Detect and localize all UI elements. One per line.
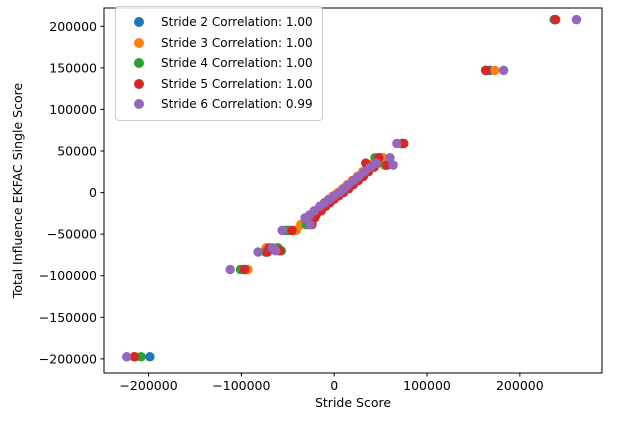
legend-marker-icon: [134, 37, 144, 48]
y-axis-label: Total Influence EKFAC Single Score: [10, 83, 25, 300]
legend-item-label: Stride 4 Correlation: 1.00: [161, 56, 313, 70]
scatter-point: [267, 243, 278, 253]
axis-ticks-layer: −200000 −100000 0 100000 200000 −200000 −15000…: [39, 19, 544, 393]
legend-item: Stride 3 Correlation: 1.00: [124, 33, 313, 54]
scatter-point: [498, 65, 509, 76]
legend-marker-icon: [134, 17, 144, 28]
legend-item: Stride 6 Correlation: 0.99: [124, 94, 313, 115]
y-tick-label: 100000: [49, 102, 97, 117]
legend-item-label: Stride 3 Correlation: 1.00: [161, 35, 313, 50]
legend-item: Stride 2 Correlation: 1.00: [124, 12, 313, 33]
legend: Stride 2 Correlation: 1.00 Stride 3 Corre…: [115, 6, 323, 121]
scatter-point: [253, 247, 263, 257]
scatter-point: [305, 219, 315, 230]
scatter-point: [371, 158, 382, 168]
y-tick-label: 0: [89, 185, 97, 200]
x-tick-label: −200000: [119, 378, 177, 393]
scatter-point: [287, 225, 297, 236]
y-tick-label: 50000: [57, 144, 97, 159]
scatter-points-layer: [121, 14, 582, 362]
x-tick-label: 0: [330, 378, 338, 393]
x-tick-label: −100000: [212, 378, 270, 393]
legend-item: Stride 5 Correlation: 1.00: [124, 74, 313, 95]
scatter-point: [277, 225, 287, 236]
scatter-point: [239, 264, 250, 275]
legend-marker-icon: [134, 99, 144, 110]
y-tick-label: 150000: [49, 60, 97, 75]
x-tick-label: 200000: [496, 378, 544, 393]
y-tick-label: −150000: [39, 310, 97, 325]
scatter-point: [385, 152, 395, 163]
scatter-point: [388, 160, 398, 170]
scatter-point: [392, 138, 402, 149]
x-axis-label: Stride Score: [315, 395, 391, 410]
legend-item: Stride 4 Correlation: 1.00: [124, 53, 313, 74]
scatter-point: [145, 352, 155, 362]
scatter-point: [399, 138, 409, 149]
y-tick-label: −200000: [39, 351, 97, 366]
legend-item-label: Stride 5 Correlation: 1.00: [161, 76, 313, 91]
scatter-point: [490, 65, 500, 76]
legend-item-label: Stride 6 Correlation: 0.99: [161, 97, 313, 111]
scatter-point: [571, 14, 582, 25]
scatter-point: [225, 264, 235, 275]
legend-marker-icon: [134, 58, 144, 69]
axes-spines: [103, 7, 603, 374]
x-tick-label: 100000: [403, 378, 451, 393]
y-tick-label: −50000: [47, 227, 97, 242]
scatter-point: [550, 14, 561, 25]
legend-item-label: Stride 2 Correlation: 1.00: [161, 15, 313, 29]
scatter-point: [121, 352, 132, 362]
y-tick-label: 200000: [49, 19, 97, 34]
scatter-point: [136, 352, 146, 362]
y-tick-label: −100000: [39, 268, 97, 283]
scatter-point: [129, 352, 139, 362]
scatter-point: [481, 65, 491, 76]
legend-marker-icon: [134, 78, 144, 89]
